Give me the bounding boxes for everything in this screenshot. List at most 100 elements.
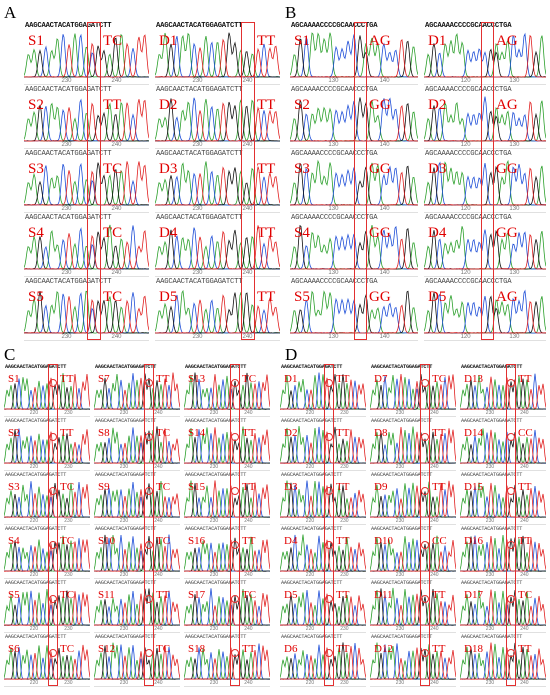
genotype-label: TT [257,161,276,178]
tick-label: 220 [29,410,39,416]
sequence-text: AGCAAAACCCCGCAACCCTGA [425,150,512,158]
tick-label: 240 [520,572,529,578]
chromatogram-trace [280,642,366,680]
genotype-label: TC [60,535,75,548]
genotype-label: TC [242,373,257,386]
genotype-label: TT [257,33,276,50]
sample-id-label: S3 [8,481,20,494]
genotype-label: GG [369,97,391,114]
sample-id-label: S4 [28,225,44,242]
chromatogram-s2: AAGCAACTACATGGAGATCTT S2 TT 220 230 [4,418,90,471]
panel-letter-d: D [285,345,298,364]
tick-label: 230 [209,464,219,470]
sequence-text: AGCAAAACCCCGCAACCCTGA [425,214,512,222]
sample-id-label: S18 [188,643,206,656]
snp-circle-marker [145,487,153,496]
sequence-text: AGCAAAACCCCGCAACCCTGA [291,86,378,94]
sequence-text: AAGCAACTACATGGAGATCTT [95,526,157,532]
chromatogram-trace [94,481,180,518]
genotype-label: TT [518,373,532,386]
genotype-label: GG [369,289,391,306]
trace-t [94,372,180,410]
sample-id-label: D2 [159,97,178,114]
genotype-label: TT [103,97,122,114]
genotype-label: TT [518,535,532,548]
sequence-text: AGCAAAACCCCGCAACCCTGA [291,150,378,158]
chromatogram-s10: AAGCAACTACATGGAGATCTT S10 TC 230 240 [94,526,180,579]
tick-label: 230 [395,572,405,578]
tick-label: 230 [61,78,72,84]
sequence-text: AAGCAACTACATGGAGATCTT [156,22,243,30]
tick-label: 230 [209,518,219,524]
chromatogram-d15: AAGCAACTACATGGAGATCTT D15 TT 230 240 [460,472,546,525]
sample-id-label: D11 [374,589,393,602]
trace-c [424,289,546,334]
tick-label: 220 [305,680,315,686]
tick-label: 240 [242,78,253,84]
sample-id-label: S16 [188,535,206,548]
tick-label: 230 [119,626,129,632]
chromatogram-d2: AGCAAAACCCCGCAACCCTGA D2 AG 120 130 [424,86,546,149]
trace-t [4,645,90,680]
chromatogram-trace [94,426,180,464]
snp-circle-marker [325,595,333,604]
trace-t [155,38,280,78]
snp-circle-marker [325,541,333,550]
genotype-label: TT [156,589,170,602]
tick-label: 220 [305,410,315,416]
chromatogram-d9: AAGCAACTACATGGAGATCTT D9 TT 230 240 [370,472,456,525]
sample-id-label: D14 [464,427,483,440]
trace-c [424,96,546,142]
sample-id-label: D13 [464,373,483,386]
tick-label: 230 [119,518,129,524]
sequence-text: AAGCAACTACATGGAGATCTT [185,526,247,532]
tick-label: 230 [340,410,349,416]
trace-t [370,374,456,410]
tick-label: 230 [64,680,73,686]
tick-label: 240 [520,410,529,416]
trace-g [24,231,149,270]
chromatogram-s18: AAGCAACTACATGGAGATCTT S18 TT 230 240 [184,634,270,687]
trace-t [155,225,280,270]
trace-t [460,642,546,680]
sequence-text: AAGCAACTACATGGAGATCTT [185,634,247,640]
tick-label: 240 [430,572,439,578]
snp-circle-marker [421,379,429,388]
trace-t [155,102,280,142]
tick-label: 240 [154,464,163,470]
sample-id-label: D15 [464,481,483,494]
trace-t [4,591,90,626]
snp-circle-marker [325,379,333,388]
tick-label: 220 [29,572,39,578]
tick-label: 120 [460,270,471,276]
genotype-label: TC [518,589,533,602]
chromatogram-s1: AAGCAACTACATGGAGATCTT S1 TT 220 230 [4,364,90,417]
sample-id-label: S9 [98,481,110,494]
genotype-label: TT [432,589,446,602]
genotype-label: TT [242,481,256,494]
sequence-text: AAGCAACTACATGGAGATCTT [95,472,157,478]
chromatogram-d4: AGCAAAACCCCGCAACCCTGA D4 GG 120 130 [424,214,546,277]
chromatogram-s5: AAGCAACTACATGGAGATCTT S5 TC 220 230 [4,580,90,633]
tick-label: 230 [209,680,219,686]
tick-label: 230 [192,206,203,212]
chromatogram-trace [370,480,456,518]
chromatogram-trace [4,589,90,626]
chromatogram-d18: AAGCAACTACATGGAGATCTT D18 TT 230 240 [460,634,546,687]
tick-label: 130 [328,142,339,148]
sequence-text: AAGCAACTACATGGAGATCTT [185,418,247,424]
sample-id-label: D4 [428,225,447,242]
chromatogram-trace [4,481,90,518]
tick-label: 220 [305,518,315,524]
trace-t [184,539,270,572]
tick-label: 240 [111,142,122,148]
snp-circle-marker [507,541,515,550]
snp-circle-marker [507,649,515,658]
sequence-text: AAGCAACTACATGGAGATCTT [371,634,433,640]
chromatogram-trace [460,373,546,410]
sample-id-label: S5 [294,289,310,306]
trace-t [424,101,546,142]
trace-t [280,429,366,464]
sample-id-label: D7 [374,373,388,386]
trace-t [424,34,546,78]
